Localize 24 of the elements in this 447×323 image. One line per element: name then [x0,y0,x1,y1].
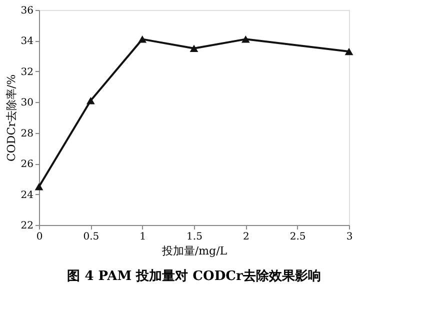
x-tick-label: 0 [36,232,43,242]
y-tick-label: 34 [20,36,34,48]
y-tick-label: 24 [20,190,34,201]
y-tick-label: 32 [20,66,34,78]
point [344,48,354,56]
x-tick-label: 1 [140,232,146,242]
point [138,36,147,43]
point [190,44,198,52]
x-tick-label: 2 [242,232,250,242]
point [34,182,44,190]
x-tick-label: 1.5 [186,232,202,242]
y-tick-label: 28 [20,128,34,140]
x-tick-label: 3 [346,232,353,242]
point [241,36,250,43]
x-tick-label: 0.5 [83,232,100,242]
y-tick-label: 26 [20,159,34,170]
y-tick-label: 22 [20,220,34,232]
point [86,96,95,104]
x-axis-title: 投加量/mg/L [160,244,228,258]
y-axis-title: CODCr去除率/% [4,74,18,162]
y-tick-label: 36 [20,6,34,16]
text: 图 4 PAM 投加量对 CODCr去除效果影响 [67,269,321,284]
x-tick-label: 2.5 [290,232,306,242]
y-tick-label: 30 [20,98,34,109]
